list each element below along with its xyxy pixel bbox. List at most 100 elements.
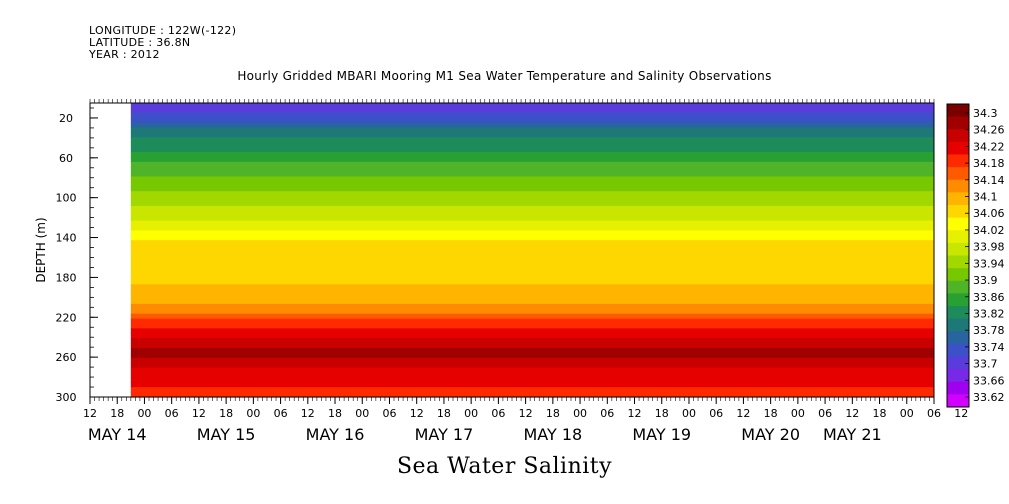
x-hour-label: 12 bbox=[83, 407, 97, 420]
colorbar-label: 34.22 bbox=[973, 140, 1005, 153]
salinity-band bbox=[130, 382, 934, 388]
x-hour-label: 00 bbox=[573, 407, 587, 420]
x-hour-label: 12 bbox=[845, 407, 859, 420]
salinity-band bbox=[130, 333, 934, 339]
salinity-field bbox=[130, 103, 934, 398]
salinity-band bbox=[130, 147, 934, 153]
salinity-band bbox=[130, 254, 934, 261]
y-tick-label: 220 bbox=[56, 311, 77, 324]
colorbar-label: 33.94 bbox=[973, 257, 1005, 270]
colorbar-label: 33.9 bbox=[973, 274, 998, 287]
colorbar-swatch bbox=[947, 129, 969, 143]
x-hour-label: 06 bbox=[709, 407, 723, 420]
x-hour-label: 18 bbox=[328, 407, 342, 420]
salinity-band bbox=[130, 205, 934, 212]
salinity-band bbox=[130, 117, 934, 124]
colorbar-label: 33.78 bbox=[973, 324, 1005, 337]
salinity-band bbox=[130, 352, 934, 359]
latitude-label: LATITUDE : 36.8N bbox=[89, 36, 191, 49]
y-tick-label: 300 bbox=[56, 391, 77, 404]
x-hour-label: 18 bbox=[546, 407, 560, 420]
salinity-band bbox=[130, 259, 934, 266]
salinity-band bbox=[130, 245, 934, 251]
x-hour-label: 12 bbox=[954, 407, 968, 420]
year-label: YEAR : 2012 bbox=[89, 48, 160, 61]
salinity-band bbox=[130, 176, 934, 182]
x-date-label: MAY 20 bbox=[741, 425, 800, 444]
salinity-band bbox=[130, 230, 934, 236]
salinity-band bbox=[130, 166, 934, 173]
y-tick-label: 100 bbox=[56, 192, 77, 205]
x-date-label: MAY 17 bbox=[415, 425, 474, 444]
colorbar-swatch bbox=[947, 293, 969, 307]
salinity-band bbox=[130, 264, 934, 271]
salinity-band bbox=[130, 313, 934, 320]
y-tick-label: 20 bbox=[59, 112, 73, 125]
colorbar-swatch bbox=[947, 331, 969, 345]
x-hour-label: 06 bbox=[274, 407, 288, 420]
colorbar-swatch bbox=[947, 369, 969, 383]
colorbar-label: 33.62 bbox=[973, 391, 1005, 404]
x-hour-label: 12 bbox=[192, 407, 206, 420]
x-hour-label: 00 bbox=[246, 407, 260, 420]
salinity-band bbox=[130, 367, 934, 374]
salinity-band bbox=[130, 250, 934, 256]
x-hour-label: 18 bbox=[437, 407, 451, 420]
colorbar-frame bbox=[946, 103, 970, 408]
colorbar-label: 33.98 bbox=[973, 241, 1005, 254]
colorbar-swatch bbox=[947, 192, 969, 206]
salinity-band bbox=[130, 289, 934, 295]
x-hour-label: 00 bbox=[137, 407, 151, 420]
salinity-band bbox=[130, 220, 934, 227]
colorbar-swatch bbox=[947, 217, 969, 231]
x-hour-label: 06 bbox=[600, 407, 614, 420]
salinity-band bbox=[130, 107, 934, 114]
salinity-band bbox=[130, 127, 934, 133]
salinity-band bbox=[130, 274, 934, 280]
colorbar-label: 33.86 bbox=[973, 291, 1005, 304]
salinity-band bbox=[130, 215, 934, 222]
colorbar-label: 33.82 bbox=[973, 307, 1005, 320]
salinity-band bbox=[130, 156, 934, 163]
x-hour-label: 06 bbox=[818, 407, 832, 420]
x-hour-label: 00 bbox=[682, 407, 696, 420]
colorbar-swatch bbox=[947, 104, 969, 118]
salinity-band bbox=[130, 152, 934, 158]
salinity-band bbox=[130, 186, 934, 192]
salinity-band bbox=[130, 112, 934, 119]
colorbar-swatch bbox=[947, 394, 969, 408]
salinity-band bbox=[130, 161, 934, 168]
y-tick-label: 140 bbox=[56, 232, 77, 245]
salinity-band bbox=[130, 137, 934, 143]
colorbar-swatch bbox=[947, 356, 969, 370]
colorbar-label: 34.3 bbox=[973, 107, 998, 120]
salinity-band bbox=[130, 240, 934, 246]
x-date-label: MAY 16 bbox=[306, 425, 365, 444]
salinity-band bbox=[130, 328, 934, 334]
salinity-band bbox=[130, 357, 934, 364]
salinity-band bbox=[130, 191, 934, 197]
x-hour-label: 12 bbox=[736, 407, 750, 420]
colorbar-swatch bbox=[947, 255, 969, 269]
x-hour-label: 18 bbox=[219, 407, 233, 420]
salinity-band bbox=[130, 308, 934, 315]
colorbar-label: 33.7 bbox=[973, 358, 998, 371]
salinity-band bbox=[130, 343, 934, 349]
salinity-band bbox=[130, 269, 934, 276]
colorbar-swatch bbox=[947, 167, 969, 181]
x-date-label: MAY 19 bbox=[632, 425, 691, 444]
x-hour-label: 18 bbox=[655, 407, 669, 420]
salinity-band bbox=[130, 122, 934, 129]
salinity-band bbox=[130, 235, 934, 241]
salinity-band bbox=[130, 132, 934, 138]
colorbar-swatch bbox=[947, 280, 969, 294]
colorbar-swatch bbox=[947, 230, 969, 244]
salinity-band bbox=[130, 362, 934, 369]
x-hour-label: 00 bbox=[355, 407, 369, 420]
colorbar-label: 34.06 bbox=[973, 207, 1005, 220]
colorbar-label: 34.1 bbox=[973, 191, 998, 204]
salinity-band bbox=[130, 348, 934, 354]
colorbar-label: 33.66 bbox=[973, 374, 1005, 387]
x-hour-label: 12 bbox=[519, 407, 533, 420]
x-date-label: MAY 18 bbox=[523, 425, 582, 444]
